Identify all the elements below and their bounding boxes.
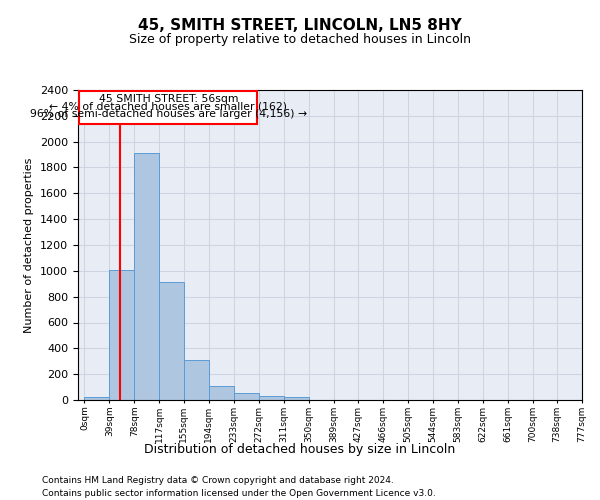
Bar — [160, 282, 184, 400]
Text: Size of property relative to detached houses in Lincoln: Size of property relative to detached ho… — [129, 32, 471, 46]
Y-axis label: Number of detached properties: Number of detached properties — [25, 158, 34, 332]
Bar — [259, 396, 284, 400]
Text: 45, SMITH STREET, LINCOLN, LN5 8HY: 45, SMITH STREET, LINCOLN, LN5 8HY — [138, 18, 462, 32]
Text: ← 4% of detached houses are smaller (162): ← 4% of detached houses are smaller (162… — [49, 102, 287, 112]
FancyBboxPatch shape — [79, 92, 257, 124]
Bar — [233, 393, 259, 400]
Bar — [109, 270, 134, 400]
Bar — [85, 398, 109, 400]
Text: Distribution of detached houses by size in Lincoln: Distribution of detached houses by size … — [145, 442, 455, 456]
Text: 96% of semi-detached houses are larger (4,156) →: 96% of semi-detached houses are larger (… — [30, 110, 307, 120]
Bar — [209, 386, 233, 400]
Text: Contains HM Land Registry data © Crown copyright and database right 2024.: Contains HM Land Registry data © Crown c… — [42, 476, 394, 485]
Text: Contains public sector information licensed under the Open Government Licence v3: Contains public sector information licen… — [42, 489, 436, 498]
Bar — [134, 154, 160, 400]
Text: 45 SMITH STREET: 56sqm: 45 SMITH STREET: 56sqm — [98, 94, 238, 104]
Bar — [284, 398, 308, 400]
Bar — [184, 360, 209, 400]
